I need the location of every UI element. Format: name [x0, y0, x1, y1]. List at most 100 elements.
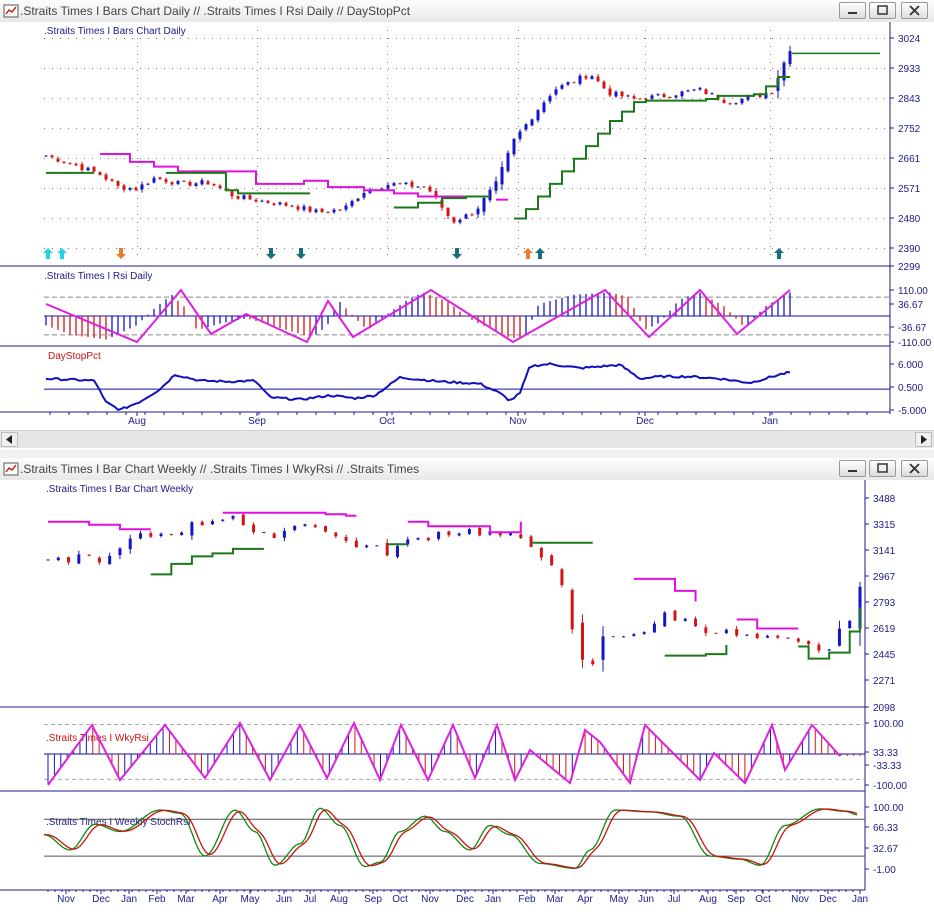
- y-axis-tick-label: 2967: [873, 572, 896, 583]
- price-bar: [332, 207, 336, 214]
- daily-scroll-right-button[interactable]: [915, 432, 932, 447]
- signal-arrow-down-icon: [116, 248, 126, 259]
- close-button[interactable]: [901, 2, 928, 19]
- weekly-price-bar: [395, 543, 399, 559]
- price-bar: [392, 181, 396, 187]
- price-bar: [608, 85, 612, 98]
- price-bar: [602, 80, 606, 89]
- price-bar: [128, 187, 132, 192]
- y-axis-tick-label: 36.67: [898, 300, 923, 311]
- x-axis-month-label: Jan: [121, 894, 137, 905]
- weekly-price-bar: [652, 621, 656, 633]
- weekly-price-bar: [724, 628, 728, 634]
- weekly-price-bar: [457, 532, 461, 537]
- close-button[interactable]: [901, 460, 928, 477]
- x-axis-month-label: May: [610, 894, 629, 905]
- weekly-price-bar: [97, 556, 101, 565]
- price-bar: [788, 45, 792, 67]
- pane-title: .Straits Times I Weekly StochRsi: [46, 817, 190, 828]
- y-axis-tick-label: 0.500: [898, 383, 923, 394]
- price-bar: [140, 181, 144, 193]
- price-bar: [668, 96, 672, 99]
- price-bar: [248, 193, 252, 200]
- y-axis-tick-label: 2480: [898, 214, 921, 225]
- price-bar: [704, 88, 708, 95]
- price-bar: [86, 166, 90, 172]
- weekly-price-bar: [580, 614, 584, 668]
- restore-button[interactable]: [869, 2, 896, 19]
- pane-title: .Straits Times I WkyRsi: [46, 733, 149, 744]
- y-axis-tick-label: 2299: [898, 262, 921, 273]
- minimize-icon: [848, 470, 857, 472]
- weekly-chart-canvas[interactable]: .Straits Times I Bar Chart Weekly .Strait…: [0, 480, 934, 912]
- weekly-price-bar: [221, 518, 225, 522]
- x-axis-month-label: Apr: [212, 894, 228, 905]
- weekly-price-bar: [776, 634, 780, 639]
- weekly-price-bar: [714, 632, 718, 634]
- weekly-price-bar: [128, 534, 132, 554]
- x-axis-month-label: Nov: [57, 894, 75, 905]
- weekly-price-bar: [817, 642, 821, 654]
- weekly-long-stop-line: [150, 541, 861, 660]
- long-stop-line: [394, 195, 490, 209]
- weekly-price-bar: [303, 523, 307, 527]
- price-bar: [242, 194, 246, 201]
- price-bar: [674, 94, 678, 99]
- y-axis-tick-label: 2571: [898, 184, 921, 195]
- weekly-price-bar: [632, 633, 636, 637]
- price-bar: [92, 166, 96, 173]
- price-bar: [662, 92, 666, 99]
- signal-arrow-down-icon: [452, 248, 462, 259]
- y-axis-tick-label: 3141: [873, 546, 896, 557]
- weekly-price-bar: [365, 544, 369, 549]
- pane-title: .Straits Times I Rsi Daily: [44, 271, 152, 282]
- restore-icon: [877, 5, 888, 15]
- y-axis-tick-label: 100.00: [873, 803, 904, 814]
- price-bar: [536, 108, 540, 123]
- x-axis-month-label: Jan: [852, 894, 868, 905]
- close-icon: [909, 5, 920, 16]
- weekly-price-bar: [56, 556, 60, 562]
- daily-chart-canvas[interactable]: .Straits Times I Bars Chart Daily .Strait…: [0, 22, 934, 430]
- y-axis-tick-label: 66.33: [873, 823, 898, 834]
- weekly-price-bar: [827, 648, 831, 651]
- price-bar: [464, 213, 468, 220]
- signal-arrow-up-icon: [57, 248, 67, 259]
- price-bar: [434, 188, 438, 200]
- x-axis-month-label: Oct: [755, 894, 771, 905]
- x-axis-month-label: Jun: [276, 894, 292, 905]
- weekly-price-bar: [529, 534, 533, 548]
- stop-pct-line: [45, 362, 791, 411]
- price-bar: [182, 180, 186, 182]
- x-axis-month-label: Feb: [518, 894, 536, 905]
- weekly-price-bar: [642, 631, 646, 635]
- weekly-price-bar: [416, 537, 420, 541]
- price-bar: [254, 198, 258, 203]
- price-bar: [632, 94, 636, 101]
- weekly-price-bar: [786, 637, 790, 639]
- price-bar: [740, 98, 744, 105]
- daily-scroll-left-button[interactable]: [1, 432, 18, 447]
- weekly-price-bar: [447, 530, 451, 537]
- y-axis-tick-label: 100.00: [873, 719, 904, 730]
- weekly-window-title: .Straits Times I Bar Chart Weekly // .St…: [20, 462, 420, 476]
- price-bar: [122, 183, 126, 193]
- price-bar: [146, 182, 150, 186]
- weekly-window-titlebar[interactable]: .Straits Times I Bar Chart Weekly // .St…: [0, 458, 934, 481]
- minimize-icon: [848, 12, 857, 14]
- daily-window-title: .Straits Times I Bars Chart Daily // .St…: [20, 4, 411, 18]
- minimize-button[interactable]: [839, 2, 866, 19]
- price-bar: [656, 93, 660, 97]
- daily-horizontal-scrollbar[interactable]: [0, 430, 934, 448]
- price-bar: [428, 184, 432, 193]
- minimize-button[interactable]: [839, 460, 866, 477]
- daily-window-titlebar[interactable]: .Straits Times I Bars Chart Daily // .St…: [0, 0, 934, 23]
- x-axis-month-label: Feb: [148, 894, 166, 905]
- y-axis-tick-label: 2445: [873, 650, 896, 661]
- price-bar: [506, 150, 510, 173]
- weekly-price-bar: [272, 531, 276, 539]
- restore-button[interactable]: [869, 460, 896, 477]
- rsi-zigzag-line: [45, 288, 791, 344]
- price-bar: [446, 207, 450, 220]
- weekly-price-bar: [694, 616, 698, 627]
